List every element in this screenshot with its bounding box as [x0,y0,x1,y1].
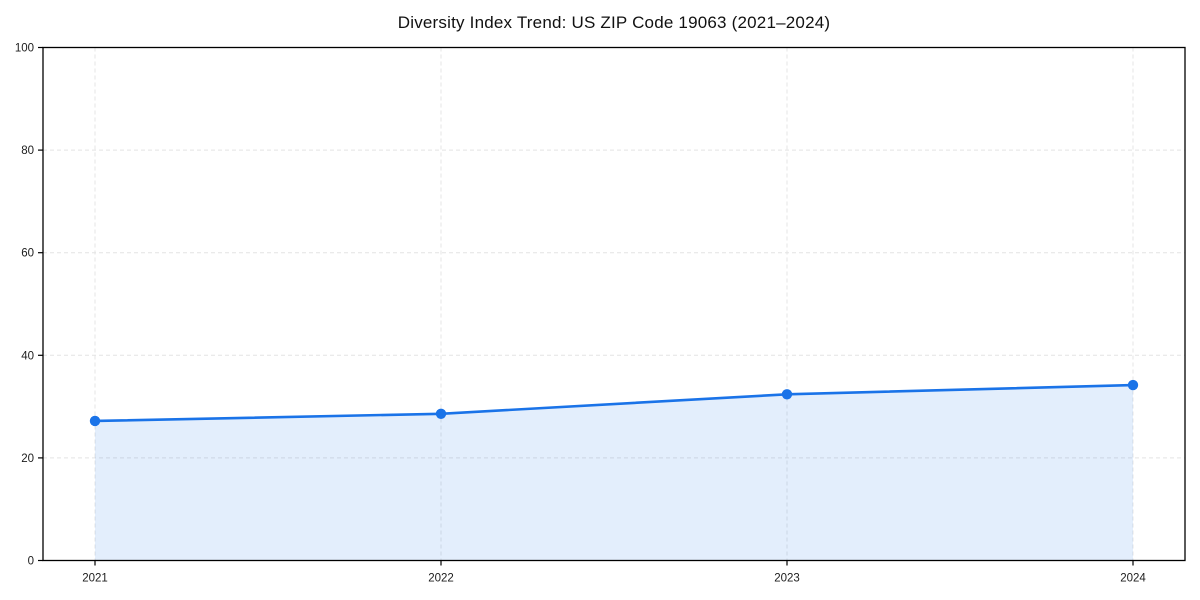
y-tick-label: 100 [15,43,34,55]
data-point-marker [781,389,793,400]
y-tick-label: 0 [28,556,34,568]
x-tick-label: 2021 [82,573,108,585]
x-tick-label: 2022 [428,573,454,585]
x-tick-label: 2023 [774,573,800,585]
trend-line [93,383,1135,423]
y-tick-label: 40 [21,350,34,362]
plot-border [42,46,1186,562]
y-tick-label: 60 [21,248,34,260]
x-tick-label: 2024 [1120,573,1146,585]
area-fill [95,385,1133,561]
y-tick-label: 20 [21,453,34,465]
data-point-marker [435,408,447,419]
data-point-marker [89,415,101,427]
y-tick-label: 80 [21,145,34,157]
chart-title: Diversity Index Trend: US ZIP Code 19063… [397,13,831,32]
data-point-marker [1127,379,1139,391]
